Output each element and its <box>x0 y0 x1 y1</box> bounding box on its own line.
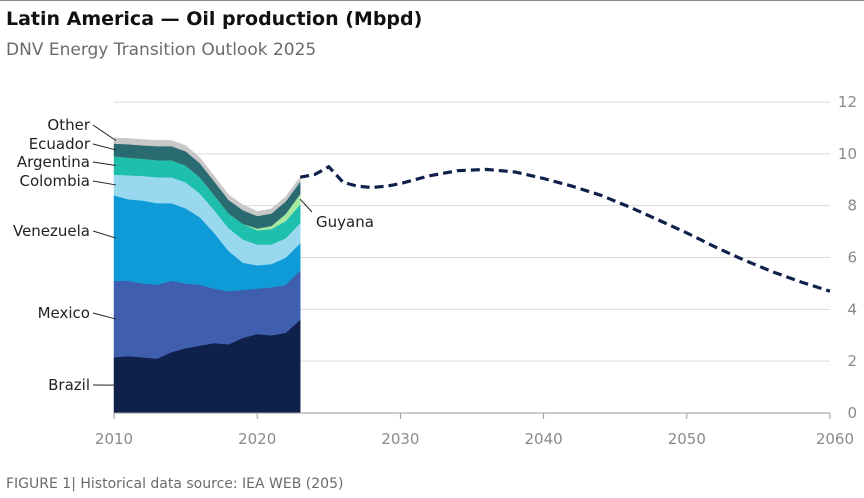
series-label-mexico: Mexico <box>38 304 90 322</box>
figure-footnote: FIGURE 1| Historical data source: IEA WE… <box>6 476 344 492</box>
x-tick-label: 2060 <box>816 430 854 448</box>
series-label-other: Other <box>47 116 90 134</box>
top-rule <box>0 0 864 1</box>
y-tick-label: 2 <box>847 352 857 370</box>
leader-line-ecuador <box>92 143 117 151</box>
oil-production-chart: 0 2 4 6 8 10 12 2010 2020 2030 2040 2050 2060 OtherE… <box>13 93 857 448</box>
x-tick-label: 2020 <box>238 430 276 448</box>
y-tick-label: 6 <box>847 249 857 267</box>
stacked-areas <box>113 137 301 414</box>
leader-line-mexico <box>92 312 117 320</box>
series-label-brazil: Brazil <box>48 376 90 394</box>
x-tick-label: 2040 <box>525 430 563 448</box>
x-tick-label: 2030 <box>381 430 419 448</box>
x-tick-label: 2050 <box>668 430 706 448</box>
y-tick-label: 8 <box>847 197 857 215</box>
chart-title: Latin America — Oil production (Mbpd) <box>6 8 423 30</box>
area-other <box>113 137 301 217</box>
chart-subtitle: DNV Energy Transition Outlook 2025 <box>6 40 317 60</box>
y-tick-label: 0 <box>847 404 857 422</box>
x-tick-label: 2010 <box>95 430 133 448</box>
leader-line-argentina <box>92 161 117 166</box>
y-tick-label: 10 <box>838 145 857 163</box>
series-label-colombia: Colombia <box>20 172 91 190</box>
leader-line-other <box>92 124 117 142</box>
forecast-line-group <box>299 164 831 293</box>
axes: 0 2 4 6 8 10 12 2010 2020 2030 2040 2050 2060 <box>95 93 857 448</box>
series-label-argentina: Argentina <box>17 153 90 171</box>
series-label-venezuela: Venezuela <box>13 222 90 240</box>
series-label-guyana: Guyana <box>316 213 374 231</box>
y-tick-label: 4 <box>847 300 857 318</box>
leader-line-colombia <box>92 180 117 186</box>
leader-line-guyana <box>299 198 313 213</box>
y-tick-label: 12 <box>838 93 857 111</box>
series-label-ecuador: Ecuador <box>29 135 91 153</box>
forecast-line <box>299 164 831 293</box>
leader-line-venezuela <box>92 230 117 239</box>
